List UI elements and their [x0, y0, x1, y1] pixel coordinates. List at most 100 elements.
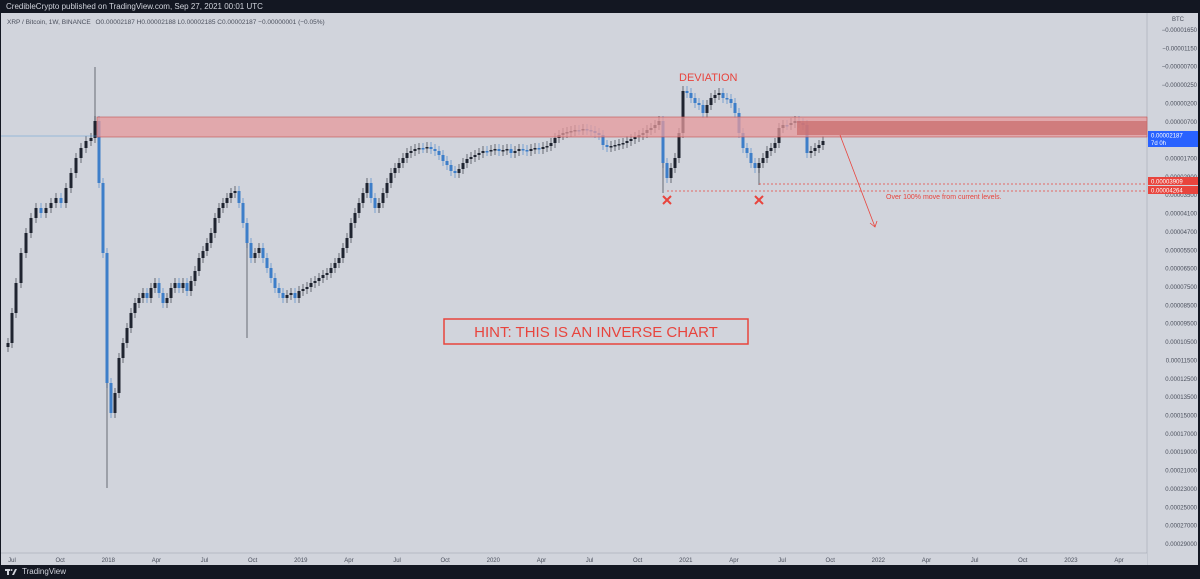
- candle-body: [601, 135, 605, 145]
- candle-body: [349, 223, 353, 238]
- candle-body: [277, 288, 281, 293]
- candle-body: [553, 138, 557, 143]
- candle-body: [661, 121, 665, 163]
- candle-body: [39, 208, 43, 213]
- time-tick-label: Jul: [778, 558, 786, 564]
- candle-body: [121, 343, 125, 358]
- candle-body: [765, 151, 769, 158]
- candle-body: [533, 148, 537, 150]
- candle-body: [249, 243, 253, 258]
- candle-body: [705, 105, 709, 113]
- candle-body: [74, 158, 78, 173]
- candle-body: [517, 149, 521, 151]
- time-tick-label: Apr: [537, 558, 546, 564]
- candle-body: [677, 133, 681, 158]
- time-tick-label: Oct: [248, 558, 258, 564]
- price-axis[interactable]: [1147, 13, 1198, 565]
- price-tick-label: 0.00000700: [1165, 120, 1197, 126]
- candle-body: [821, 141, 825, 145]
- price-tick-label: 0.00004700: [1165, 230, 1197, 236]
- candle-body: [321, 275, 325, 278]
- candle-body: [441, 155, 445, 161]
- candle-body: [137, 298, 141, 303]
- candle-body: [93, 121, 97, 138]
- candle-body: [10, 313, 14, 343]
- candle-body: [609, 146, 613, 148]
- publish-line: CredibleCrypto published on TradingView.…: [6, 2, 263, 11]
- candle-body: [89, 138, 93, 141]
- candle-body: [113, 393, 117, 413]
- candle-body: [273, 278, 277, 288]
- candle-body: [549, 143, 553, 146]
- time-axis[interactable]: [1, 553, 1147, 565]
- candle-body: [237, 191, 241, 203]
- candle-body: [701, 105, 705, 113]
- candle-body: [157, 283, 161, 293]
- time-tick-label: 2020: [487, 558, 501, 564]
- candle-body: [345, 238, 349, 248]
- candle-body: [201, 251, 205, 258]
- candle-body: [29, 218, 33, 233]
- candle-body: [117, 358, 121, 393]
- candle-body: [773, 143, 777, 148]
- candle-body: [501, 150, 505, 152]
- candle-body: [69, 173, 73, 188]
- candle-body: [313, 281, 317, 283]
- price-tick-label: 0.00001700: [1165, 157, 1197, 163]
- candle-body: [505, 149, 509, 151]
- candle-body: [181, 283, 185, 288]
- candle-body: [813, 148, 817, 151]
- price-tick-label: 0.00019000: [1165, 450, 1197, 456]
- candle-body: [153, 283, 157, 288]
- candle-body: [741, 133, 745, 148]
- price-tick-label: 0.00000200: [1165, 101, 1197, 107]
- candle-body: [401, 158, 405, 163]
- candle-body: [809, 151, 813, 153]
- legend-ohlc: O0.00002187 H0.00002188 L0.00002185 C0.0…: [96, 19, 325, 26]
- resistance-zone-inner[interactable]: [797, 121, 1147, 135]
- price-tick-label: 0.00005500: [1165, 248, 1197, 254]
- candle-body: [141, 293, 145, 298]
- candle-body: [79, 148, 83, 158]
- price-tick-label: 0.00008500: [1165, 303, 1197, 309]
- price-tick-label: −0.00000700: [1162, 65, 1198, 71]
- price-tick-label: 0.00013500: [1165, 395, 1197, 401]
- candle-body: [205, 243, 209, 251]
- price-tick-label: −0.00001650: [1162, 28, 1198, 34]
- target-arrow[interactable]: [839, 134, 876, 228]
- candle-body: [54, 198, 58, 203]
- time-tick-label: Apr: [1114, 558, 1123, 564]
- candle-body: [301, 289, 305, 291]
- chart-canvas[interactable]: −0.00001650 −0.00001150 −0.00000700 −0.0000…: [1, 13, 1198, 565]
- candle-body: [341, 248, 345, 258]
- candle-body: [497, 149, 501, 151]
- candle-body: [389, 173, 393, 183]
- candle-body: [689, 93, 693, 98]
- candle-body: [225, 198, 229, 203]
- price-tick-label: 0.00011500: [1166, 358, 1198, 364]
- time-tick-label: 2023: [1064, 558, 1078, 564]
- candle-body: [537, 148, 541, 150]
- candle-body: [697, 103, 701, 105]
- candle-body: [713, 95, 717, 98]
- candle-body: [59, 198, 63, 203]
- candle-body: [333, 263, 337, 268]
- time-tick-label: Apr: [922, 558, 931, 564]
- hint-box[interactable]: [443, 318, 749, 345]
- candle-body: [105, 253, 109, 383]
- price-tick-label: 0.00003500: [1165, 193, 1197, 199]
- chart-area[interactable]: −0.00001650 −0.00001150 −0.00000700 −0.0000…: [1, 13, 1198, 565]
- candle-body: [165, 298, 169, 303]
- candle-body: [693, 98, 697, 103]
- time-axis-ticks: Jul Oct 2018 Apr Jul Oct 2019 Apr Jul Oct 2020 Apr J…: [8, 558, 1124, 564]
- brand-name: TradingView: [22, 567, 67, 576]
- candle-body: [185, 283, 189, 291]
- candle-body: [373, 198, 377, 208]
- candle-body: [305, 287, 309, 289]
- price-label-value: 0.00002187: [1151, 134, 1183, 140]
- price-label-box: [1148, 131, 1198, 147]
- candle-body: [673, 158, 677, 168]
- x-marker-right-icon: [754, 195, 764, 205]
- target-note: Over 100% move from current levels.: [886, 194, 1002, 201]
